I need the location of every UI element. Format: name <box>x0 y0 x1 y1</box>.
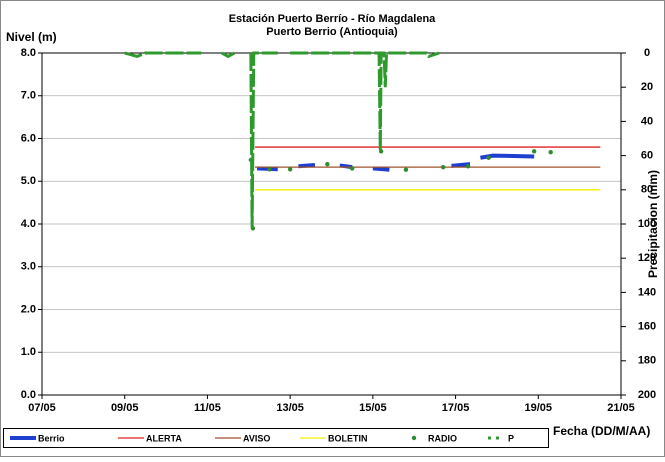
y2-tick-label: 200 <box>638 389 656 401</box>
series-line <box>249 51 278 228</box>
series-line <box>221 51 236 59</box>
y-tick-label: 4.0 <box>21 218 36 230</box>
legend-label: RADIO <box>428 433 457 443</box>
y2-tick-label: 40 <box>641 115 653 127</box>
y-tick-label: 7.0 <box>21 90 36 102</box>
radio-point <box>486 155 491 160</box>
radio-point <box>548 149 553 155</box>
radio-point <box>378 149 384 154</box>
y2-tick-label: 0 <box>644 47 650 59</box>
x-tick-label: 15/05 <box>359 402 387 414</box>
radio-point <box>325 161 330 167</box>
radio-point <box>465 164 471 169</box>
y2-tick-label: 160 <box>638 321 656 333</box>
y-tick-label: 5.0 <box>21 175 36 187</box>
radio-point <box>531 149 537 154</box>
legend-label: AVISO <box>243 433 270 443</box>
y-tick-label: 6.0 <box>21 132 36 144</box>
x-tick-label: 07/05 <box>28 402 56 414</box>
chart-subtitle: Puerto Berrio (Antioquia) <box>266 26 398 38</box>
legend-swatch <box>411 435 417 441</box>
x-tick-label: 17/05 <box>442 402 470 414</box>
y2-tick-label: 120 <box>638 252 656 264</box>
x-tick-label: 11/05 <box>194 402 221 414</box>
radio-point <box>349 166 355 171</box>
legend-label: P <box>508 433 514 443</box>
y-axis-label: Nivel (m) <box>6 30 57 44</box>
series-line <box>124 51 202 59</box>
radio-point <box>403 167 409 172</box>
y2-tick-label: 180 <box>638 355 656 367</box>
radio-point <box>267 167 272 172</box>
y2-tick-label: 60 <box>641 150 653 162</box>
x-tick-label: 19/05 <box>525 402 553 414</box>
series-line <box>290 51 440 151</box>
x-tick-label: 09/05 <box>111 402 139 414</box>
legend <box>3 428 549 448</box>
plot-area <box>41 52 622 396</box>
y-tick-label: 1.0 <box>21 346 36 358</box>
x-axis-label: Fecha (DD/M/AA) <box>553 424 650 438</box>
legend-label: ALERTA <box>146 433 182 443</box>
y-tick-label: 0.0 <box>21 389 36 401</box>
radio-point <box>440 164 446 170</box>
legend-label: BOLETIN <box>328 433 368 443</box>
series-line <box>372 166 390 172</box>
y-tick-label: 3.0 <box>21 261 36 273</box>
y2-axis-label: Precipitacion (mm) <box>646 170 660 278</box>
legend-label: Berrio <box>38 433 65 443</box>
series-line <box>480 153 535 160</box>
x-tick-label: 13/05 <box>276 402 304 414</box>
y2-tick-label: 20 <box>641 81 653 93</box>
radio-point <box>287 167 293 172</box>
y2-tick-label: 100 <box>638 218 656 230</box>
x-tick-label: 21/05 <box>607 402 635 414</box>
chart-title: Estación Puerto Berrío - Río Magdalena <box>229 13 436 25</box>
series-line <box>298 163 316 169</box>
y2-tick-label: 140 <box>638 286 656 298</box>
y-tick-label: 2.0 <box>21 303 36 315</box>
y-tick-label: 8.0 <box>21 47 36 59</box>
y2-tick-label: 80 <box>641 184 653 196</box>
